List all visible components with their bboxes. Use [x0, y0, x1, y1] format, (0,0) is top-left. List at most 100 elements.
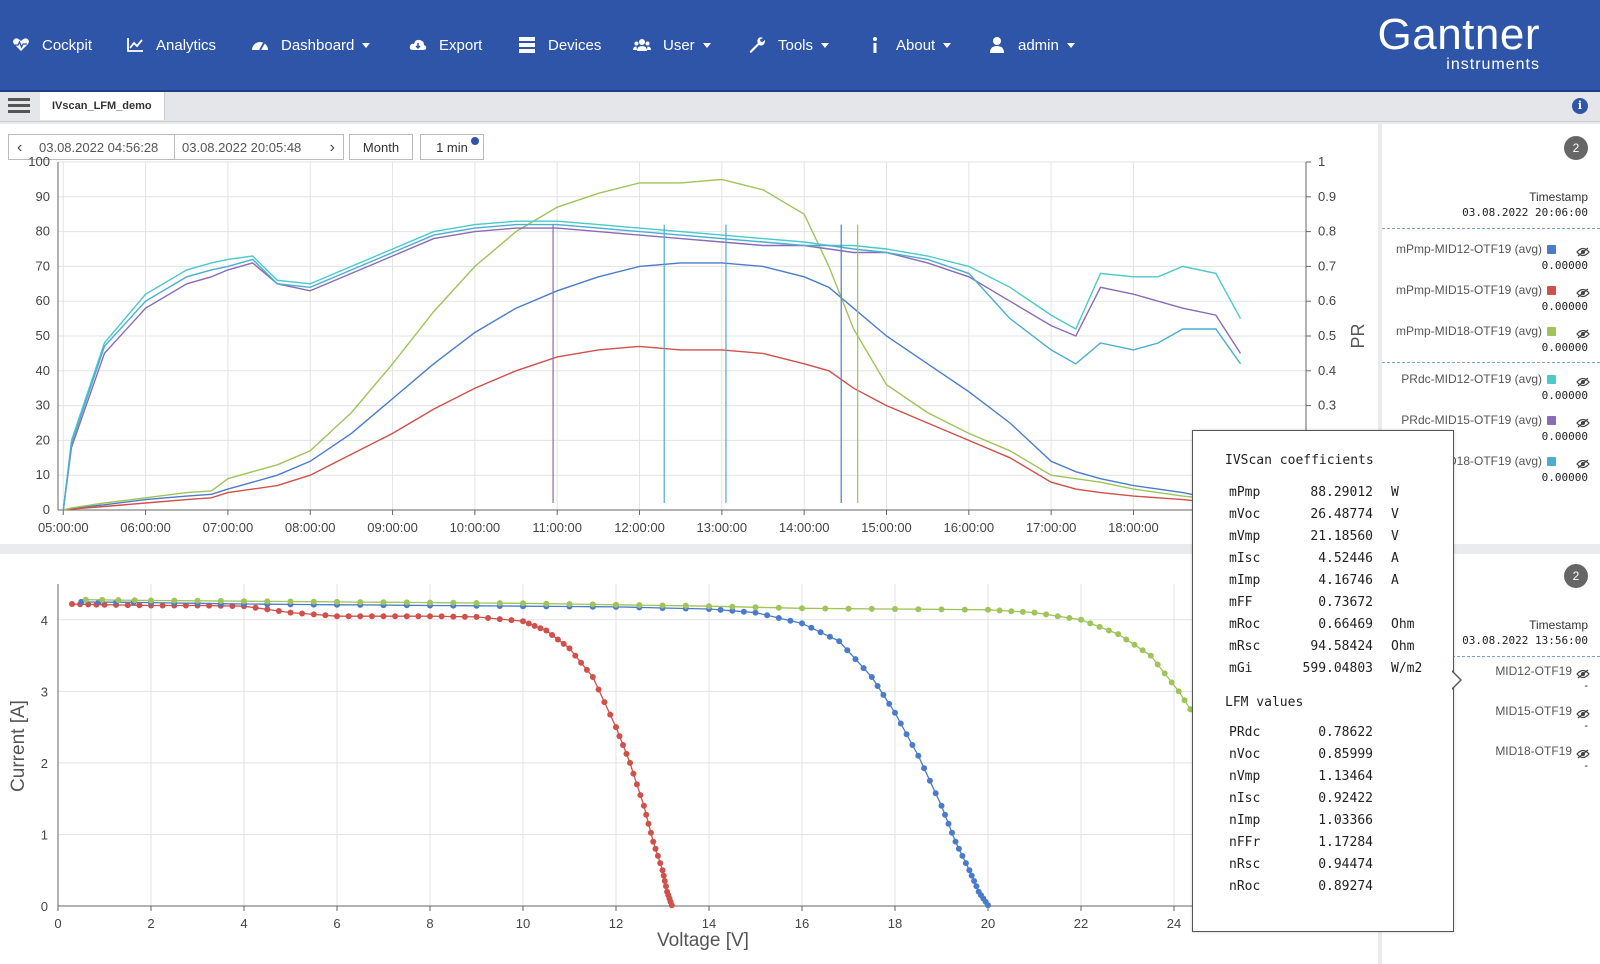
iv-point	[560, 640, 567, 647]
iv-point	[613, 724, 619, 731]
nav-label: Export	[439, 36, 483, 54]
nav-tools[interactable]: Tools	[748, 30, 830, 60]
iv-point	[78, 598, 85, 605]
iv-point	[836, 638, 843, 645]
end-date-input[interactable]: 03.08.2022 20:05:48	[182, 140, 302, 155]
y-tick-label: 0	[41, 899, 48, 914]
series-line-5[interactable]	[62, 223, 1242, 511]
iv-point	[952, 838, 959, 845]
caret-down-icon	[943, 42, 952, 48]
row-name: nRoc	[1229, 879, 1261, 894]
legend-entry[interactable]: MID12-OTF19	[1495, 664, 1572, 678]
series-line-3[interactable]	[62, 220, 1242, 511]
iv-point	[1181, 697, 1188, 704]
nav-cockpit[interactable]: Cockpit	[12, 30, 92, 60]
legend-entry[interactable]: mPmp-MID15-OTF19 (avg)	[1396, 283, 1556, 297]
series-line-2[interactable]	[63, 178, 1241, 511]
iv-point	[217, 598, 224, 604]
iv-point	[194, 597, 201, 604]
iv-point	[740, 608, 747, 615]
iv-point	[357, 613, 364, 620]
iv-point	[966, 867, 973, 874]
legend-entry[interactable]: PRdc-MID15-OTF19 (avg)	[1401, 413, 1556, 427]
interval-button[interactable]: 1 min	[420, 134, 484, 160]
series-line-0[interactable]	[63, 262, 1241, 511]
legend-entry[interactable]: MID18-OTF19	[1495, 744, 1572, 758]
iv-point	[637, 792, 644, 799]
iv-point	[645, 820, 652, 827]
row-name: nFFr	[1229, 835, 1261, 850]
legend-label: mPmp-MID12-OTF19 (avg)	[1395, 242, 1542, 256]
legend-entry[interactable]: ID18-OTF19 (avg)	[1445, 454, 1556, 468]
iv-point	[85, 601, 92, 608]
iv-curve-line-2[interactable]	[85, 599, 1203, 728]
logo-subtitle: instruments	[1446, 56, 1540, 73]
y-tick-label: 80	[36, 224, 50, 239]
series-line-4[interactable]	[62, 227, 1242, 511]
x-tick-label: 22	[1074, 916, 1088, 931]
eye-slash-icon[interactable]	[1576, 456, 1590, 469]
series-line-1[interactable]	[63, 345, 1241, 511]
iv-point	[962, 860, 969, 867]
x-tick-label: 10:00:00	[450, 520, 501, 535]
x-tick-label: 11:00:00	[532, 520, 582, 535]
legend-entry[interactable]: MID15-OTF19	[1495, 704, 1572, 718]
logo-name: Gantner	[1377, 10, 1540, 59]
iv-point	[775, 615, 782, 621]
nav-admin[interactable]: admin	[988, 30, 1075, 60]
iv-point	[275, 608, 282, 614]
time-series-chart[interactable]: 0 10 20 30 40 50 60 70 80 90 100 05:00:00 06:00:00 07…	[0, 124, 1378, 544]
chevron-left-icon[interactable]: ‹	[17, 139, 23, 156]
iv-point	[764, 612, 771, 619]
iv-point	[973, 883, 980, 890]
row-value: 0.92422	[1318, 791, 1373, 806]
chevron-right-icon[interactable]: ›	[329, 139, 335, 156]
nav-devices[interactable]: Devices	[518, 30, 601, 60]
info-circle-icon[interactable]: i	[1572, 98, 1588, 114]
iv-point	[613, 601, 619, 608]
iv-point	[520, 618, 526, 625]
nav-export[interactable]: Export	[409, 30, 482, 60]
iv-point	[520, 600, 526, 607]
tooltip-row: nIsc 0.92422	[1229, 791, 1429, 811]
legend-color-swatch	[1547, 245, 1556, 255]
row-value: 88.29012	[1310, 485, 1373, 500]
legend-entry[interactable]: mPmp-MID18-OTF19 (avg)	[1396, 324, 1556, 338]
eye-slash-icon[interactable]	[1576, 285, 1590, 298]
eye-slash-icon[interactable]	[1576, 746, 1590, 759]
iv-point	[915, 752, 922, 759]
tab-ivscan-lfm-demo[interactable]: IVscan_LFM_demo	[40, 92, 165, 120]
eye-slash-icon[interactable]	[1576, 666, 1590, 679]
auto-badge-icon	[471, 137, 479, 145]
nav-about[interactable]: About	[866, 30, 952, 60]
range-month-button[interactable]: Month	[349, 134, 413, 160]
nav-dashboard[interactable]: Dashboard	[251, 30, 371, 60]
iv-point	[717, 606, 724, 613]
eye-slash-icon[interactable]	[1576, 326, 1590, 339]
nav-user[interactable]: User	[633, 30, 711, 60]
row-value: 1.13464	[1318, 769, 1373, 784]
lfm-title: LFM values	[1225, 695, 1304, 710]
eye-slash-icon[interactable]	[1576, 415, 1590, 428]
start-date-input[interactable]: 03.08.2022 04:56:28	[39, 140, 159, 155]
iv-point	[334, 613, 340, 620]
iv-point	[729, 607, 736, 614]
iv-point	[860, 665, 867, 672]
iv-curve-line-0[interactable]	[71, 603, 673, 906]
legend-entry[interactable]: PRdc-MID12-OTF19 (avg)	[1401, 372, 1556, 386]
hamburger-menu-icon[interactable]	[8, 98, 30, 114]
legend-value: -	[1584, 680, 1588, 692]
iv-point	[531, 622, 538, 629]
iv-point	[310, 611, 317, 618]
legend-entry[interactable]: mPmp-MID12-OTF19 (avg)	[1396, 242, 1556, 256]
eye-slash-icon[interactable]	[1576, 706, 1590, 719]
eye-slash-icon[interactable]	[1576, 244, 1590, 257]
eye-slash-icon[interactable]	[1576, 374, 1590, 387]
iv-curve-line-1[interactable]	[81, 601, 989, 906]
nav-analytics[interactable]: Analytics	[126, 30, 216, 60]
iv-point	[310, 598, 317, 605]
y2-tick-label: 1	[1318, 154, 1325, 169]
y2-tick-label: 0.9	[1318, 189, 1336, 204]
cloud-download-icon	[409, 39, 427, 50]
